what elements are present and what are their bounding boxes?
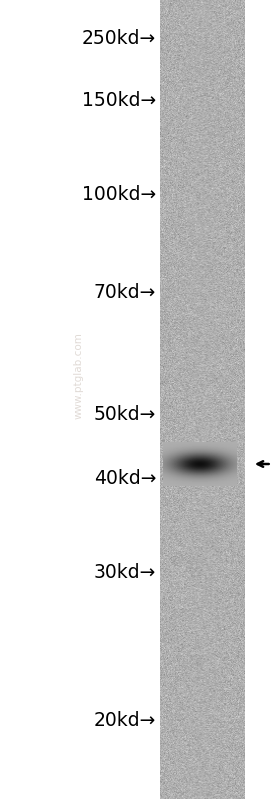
Text: 100kd→: 100kd→ [82, 185, 156, 205]
Text: 40kd→: 40kd→ [94, 468, 156, 487]
Text: www.ptglab.com: www.ptglab.com [73, 332, 83, 419]
Text: 50kd→: 50kd→ [94, 406, 156, 424]
Text: 20kd→: 20kd→ [94, 710, 156, 729]
Text: 250kd→: 250kd→ [82, 29, 156, 47]
Text: 150kd→: 150kd→ [82, 90, 156, 109]
Text: 30kd→: 30kd→ [94, 562, 156, 582]
Text: 70kd→: 70kd→ [94, 284, 156, 303]
